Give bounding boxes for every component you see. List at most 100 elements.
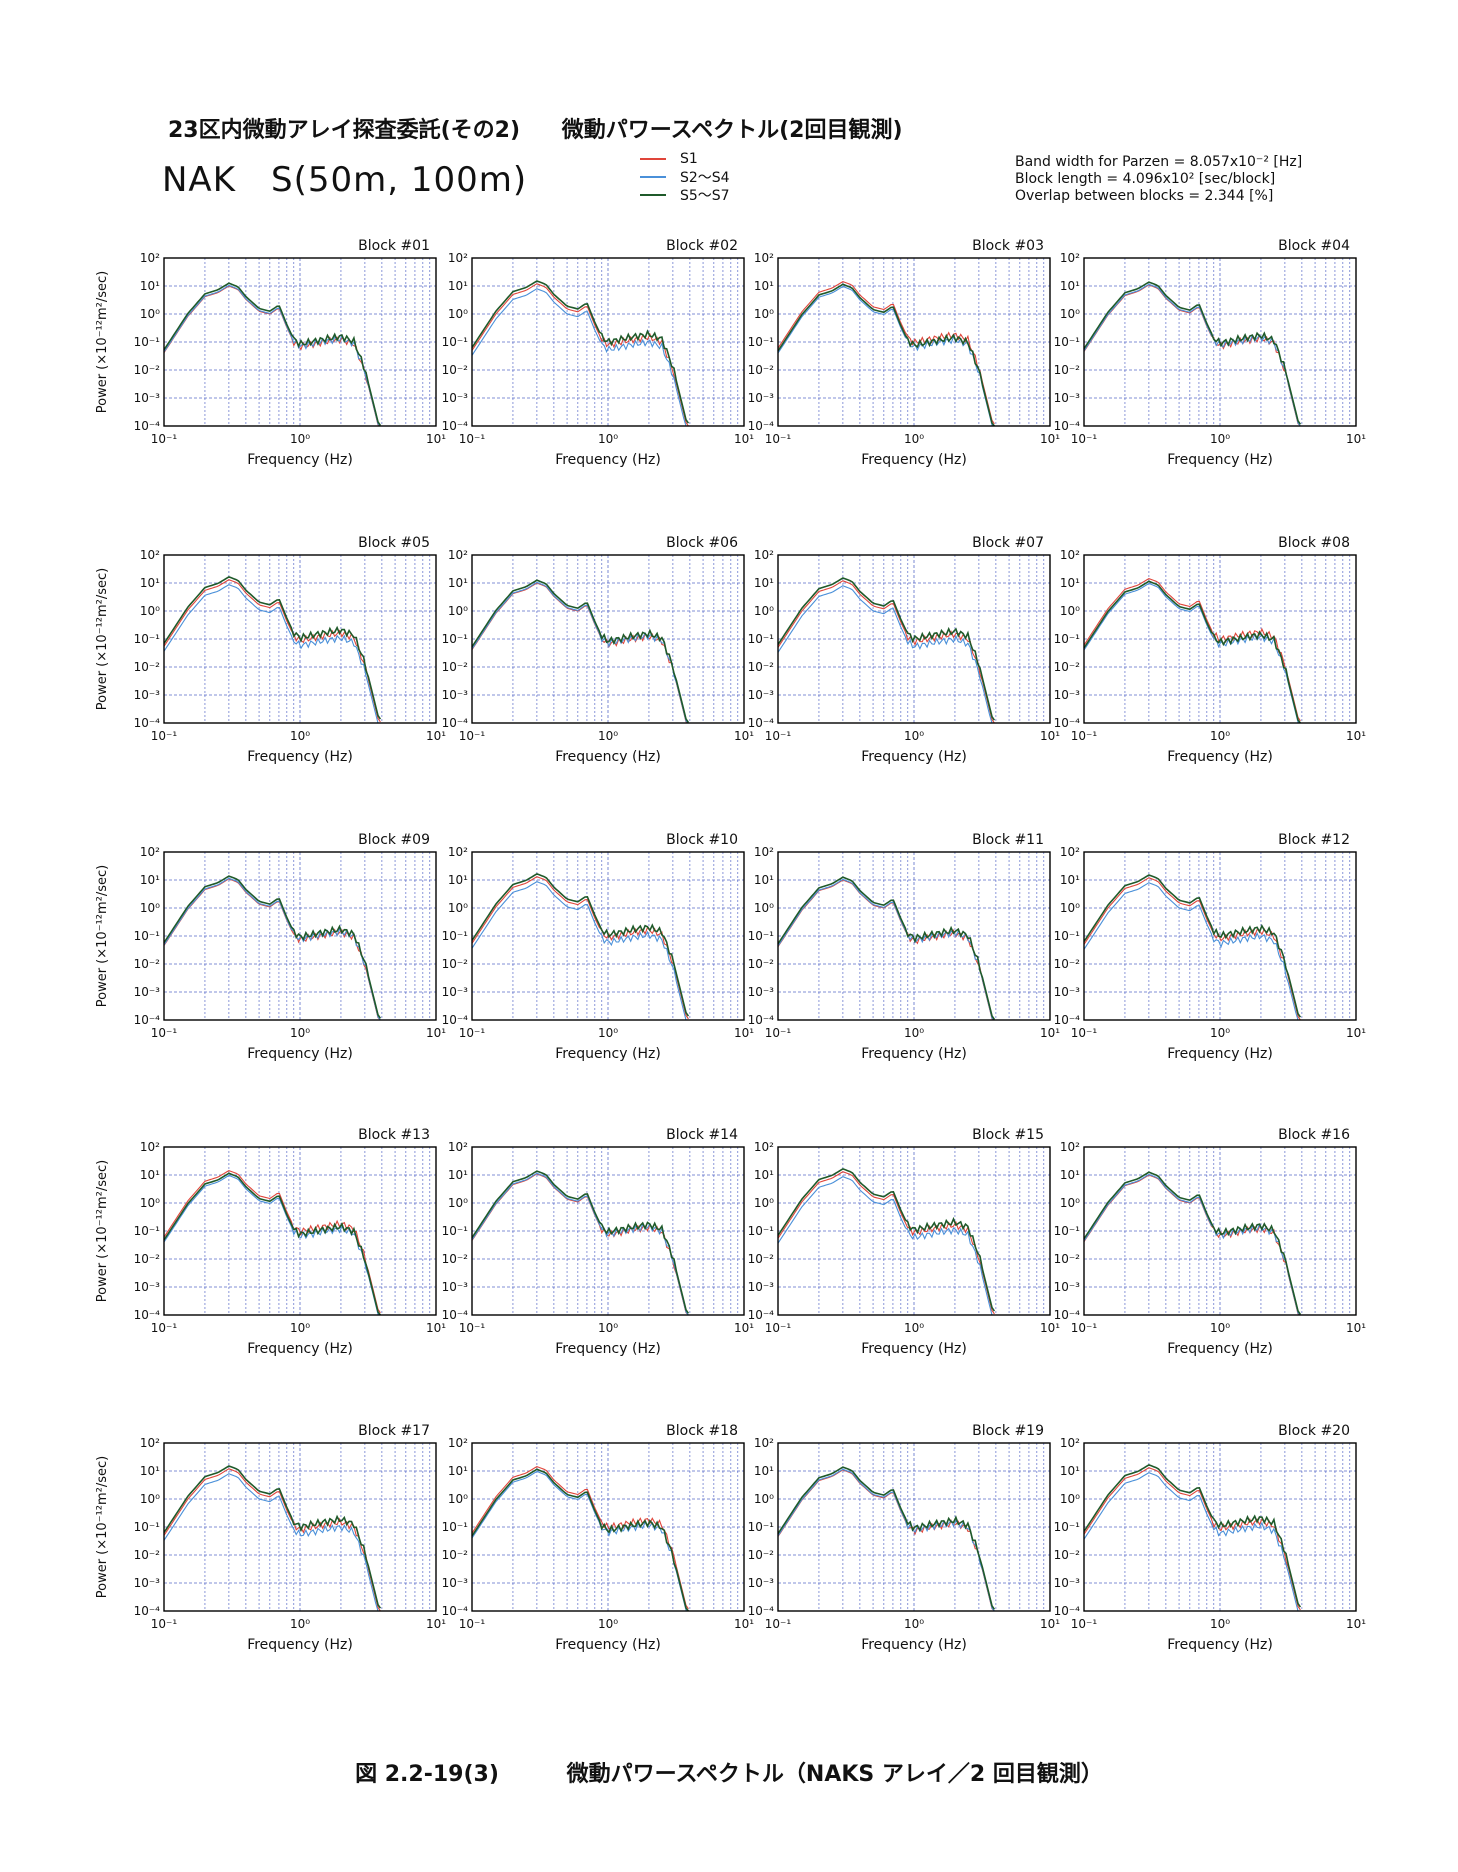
- y-tick-label: 10⁻³: [748, 1280, 775, 1294]
- y-tick-label: 10⁻¹: [442, 335, 469, 349]
- y-tick-label: 10⁻⁴: [134, 1013, 161, 1027]
- x-tick-label: 10⁻¹: [459, 1617, 486, 1631]
- x-tick-label: 10¹: [1040, 1026, 1060, 1040]
- x-tick-label: 10⁰: [290, 729, 310, 743]
- x-tick-label: 10⁻¹: [151, 432, 178, 446]
- series-line-3: [471, 1468, 690, 1612]
- y-tick-label: 10⁰: [140, 1196, 160, 1210]
- series-line-2: [163, 583, 381, 724]
- y-tick-label: 10¹: [754, 1168, 774, 1182]
- x-axis-label: Frequency (Hz): [555, 749, 661, 765]
- y-tick-label: 10⁻⁴: [748, 1604, 775, 1618]
- series-line-3: [163, 875, 382, 1019]
- y-tick-label: 10⁰: [140, 307, 160, 321]
- y-tick-label: 10¹: [448, 1464, 468, 1478]
- x-tick-label: 10⁻¹: [1071, 729, 1098, 743]
- y-tick-label: 10⁰: [754, 1492, 774, 1506]
- x-axis-label: Frequency (Hz): [861, 1046, 967, 1062]
- y-tick-label: 10⁻²: [748, 957, 775, 971]
- y-tick-label: 10⁻⁴: [1054, 419, 1081, 433]
- param-bandwidth: Band width for Parzen = 8.057x10⁻² [Hz]: [1015, 154, 1303, 170]
- x-tick-label: 10⁰: [290, 432, 310, 446]
- y-tick-label: 10¹: [1060, 576, 1080, 590]
- x-tick-label: 10¹: [734, 1026, 754, 1040]
- caption-title: 微動パワースペクトル（NAKS アレイ／2 回目観測）: [566, 1762, 1103, 1787]
- x-tick-label: 10¹: [734, 729, 754, 743]
- y-tick-label: 10²: [140, 1436, 160, 1450]
- analysis-params: Band width for Parzen = 8.057x10⁻² [Hz] …: [1015, 154, 1302, 205]
- x-tick-label: 10⁻¹: [1071, 1026, 1098, 1040]
- legend-item-s5-s7: S5～S7: [640, 186, 730, 204]
- y-tick-label: 10⁻³: [1054, 985, 1081, 999]
- y-tick-label: 10⁰: [448, 901, 468, 915]
- y-tick-label: 10⁻⁴: [1054, 1013, 1081, 1027]
- x-tick-label: 10⁰: [904, 729, 924, 743]
- y-tick-label: 10⁰: [754, 1196, 774, 1210]
- series-line-2: [471, 880, 689, 1021]
- y-tick-label: 10⁻⁴: [748, 1013, 775, 1027]
- panel-title: Block #06: [666, 535, 738, 551]
- x-axis-label: Frequency (Hz): [1167, 1046, 1273, 1062]
- y-tick-label: 10²: [448, 845, 468, 859]
- plot-frame: [1083, 1146, 1357, 1316]
- y-tick-label: 10⁻²: [748, 363, 775, 377]
- x-axis-label: Frequency (Hz): [247, 1637, 353, 1653]
- series-line-1: [471, 1465, 689, 1610]
- y-tick-label: 10¹: [140, 279, 160, 293]
- y-tick-label: 10⁻²: [748, 1548, 775, 1562]
- x-tick-label: 10⁰: [904, 1026, 924, 1040]
- series-line-2: [163, 284, 381, 427]
- series-line-1: [163, 1169, 381, 1314]
- plot-frame: [163, 257, 437, 427]
- x-tick-label: 10¹: [426, 729, 446, 743]
- y-tick-label: 10²: [1060, 1140, 1080, 1154]
- report-title: 23区内微動アレイ探査委託(その2) 微動パワースペクトル(2回目観測): [168, 112, 903, 144]
- y-tick-label: 10⁻¹: [1054, 335, 1081, 349]
- y-tick-label: 10⁻⁴: [134, 419, 161, 433]
- y-tick-label: 10⁻³: [748, 985, 775, 999]
- x-tick-label: 10⁻¹: [459, 432, 486, 446]
- y-tick-label: 10⁻¹: [442, 1224, 469, 1238]
- series-line-3: [1083, 281, 1302, 425]
- series-line-1: [1083, 284, 1301, 427]
- x-tick-label: 10¹: [1346, 1617, 1366, 1631]
- x-axis-label: Frequency (Hz): [247, 1046, 353, 1062]
- series-line-3: [1083, 874, 1302, 1018]
- x-tick-label: 10⁻¹: [151, 729, 178, 743]
- y-tick-label: 10⁻⁴: [748, 419, 775, 433]
- plot-frame: [1083, 257, 1357, 427]
- y-tick-label: 10⁻²: [442, 1252, 469, 1266]
- series-line-1: [471, 876, 689, 1020]
- y-tick-label: 10¹: [1060, 1168, 1080, 1182]
- panel-title: Block #04: [1278, 238, 1350, 254]
- x-tick-label: 10⁻¹: [151, 1026, 178, 1040]
- y-tick-label: 10⁻¹: [748, 1520, 775, 1534]
- y-tick-label: 10⁰: [1060, 901, 1080, 915]
- series-line-1: [471, 582, 689, 724]
- y-tick-label: 10⁻²: [1054, 1252, 1081, 1266]
- panel-title: Block #09: [358, 832, 430, 848]
- y-tick-label: 10⁰: [1060, 604, 1080, 618]
- x-tick-label: 10¹: [1040, 1321, 1060, 1335]
- x-axis-label: Frequency (Hz): [247, 452, 353, 468]
- series-line-1: [1083, 1174, 1301, 1316]
- legend-swatch-s5-s7: [640, 194, 666, 196]
- report-subtitle-jp: 微動パワースペクトル(2回目観測): [561, 118, 903, 143]
- series-line-1: [163, 285, 381, 427]
- panel-title: Block #01: [358, 238, 430, 254]
- plot-frame: [163, 851, 437, 1021]
- plot-frame: [777, 257, 1051, 427]
- y-tick-label: 10²: [140, 548, 160, 562]
- y-tick-label: 10¹: [448, 576, 468, 590]
- y-tick-label: 10⁻²: [442, 363, 469, 377]
- y-tick-label: 10²: [140, 251, 160, 265]
- series-line-2: [1083, 1173, 1301, 1316]
- series-line-3: [471, 1170, 690, 1314]
- y-tick-label: 10¹: [448, 1168, 468, 1182]
